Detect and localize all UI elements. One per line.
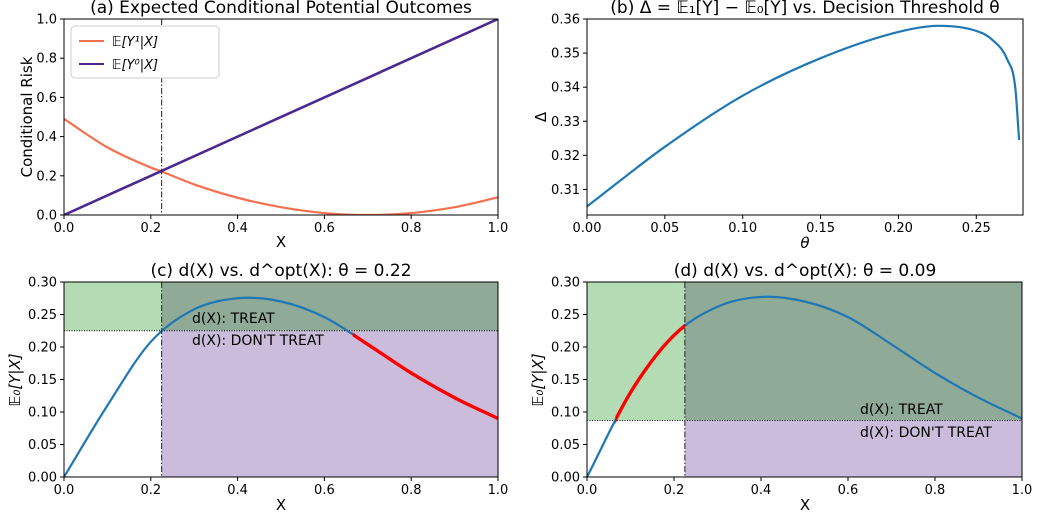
- region-treat-optimal: [587, 282, 685, 421]
- y-tick-label: 0.10: [551, 406, 580, 421]
- x-tick-label: 0.6: [838, 483, 859, 498]
- panel-c-annotation-dont-treat: d(X): DON'T TREAT: [192, 333, 324, 349]
- panel-b-xlabel: θ: [800, 234, 809, 252]
- y-tick-label: 0.32: [551, 149, 580, 164]
- x-tick-label: 0.20: [884, 221, 913, 236]
- panel-a-xlabel: X: [276, 233, 286, 251]
- y-tick-label: 0.6: [36, 91, 57, 106]
- y-tick-label: 0.30: [28, 276, 57, 291]
- y-tick-label: 0.10: [28, 406, 57, 421]
- y-tick-label: 0.05: [551, 438, 580, 453]
- panel-a: (a) Expected Conditional Potential Outco…: [18, 0, 508, 251]
- y-tick-label: 0.35: [551, 47, 580, 62]
- panel-c-ylabel: 𝔼₀[Y|X]: [6, 353, 24, 406]
- y-tick-label: 0.4: [36, 130, 57, 145]
- x-tick-label: 0.8: [401, 221, 422, 236]
- legend-label-y0: 𝔼[Y⁰|X]: [112, 58, 158, 73]
- y-tick-label: 0.31: [551, 183, 580, 198]
- x-tick-label: 0.6: [314, 221, 335, 236]
- region-dont-treat: [161, 330, 498, 477]
- y-tick-label: 0.20: [551, 341, 580, 356]
- panel-b-ylabel: Δ: [532, 111, 550, 122]
- panel-d-xlabel: X: [800, 496, 810, 514]
- panel-d-ylabel: 𝔼₀[Y|X]: [529, 353, 547, 406]
- x-tick-label: 0.6: [314, 483, 335, 498]
- y-tick-label: 0.33: [551, 115, 580, 130]
- x-tick-label: 0.05: [650, 221, 679, 236]
- x-tick-label: 0.10: [728, 221, 757, 236]
- region-dont-treat: [684, 420, 1022, 477]
- panel-a-ylabel: Conditional Risk: [18, 56, 36, 177]
- region-treat-shared: [161, 282, 498, 331]
- panel-d: (d) d(X) vs. d^opt(X): θ = 0.09 0.0 0.2 0.…: [529, 261, 1032, 514]
- x-tick-label: 0.0: [54, 221, 75, 236]
- y-tick-label: 0.15: [551, 373, 580, 388]
- y-tick-label: 0.8: [36, 52, 57, 67]
- region-treat-optimal: [64, 282, 162, 331]
- region-treat-shared: [684, 282, 1022, 421]
- x-tick-label: 0.2: [140, 483, 161, 498]
- x-tick-label: 0.25: [962, 221, 991, 236]
- series-line-2: [64, 19, 498, 215]
- legend-box: [70, 25, 220, 79]
- y-tick-label: 0.20: [28, 341, 57, 356]
- panel-a-title: (a) Expected Conditional Potential Outco…: [90, 0, 472, 18]
- y-tick-label: 0.00: [28, 471, 57, 486]
- panel-d-annotation-dont-treat: d(X): DON'T TREAT: [860, 425, 992, 441]
- highlight-segment: [352, 332, 498, 421]
- panel-d-annotation-treat: d(X): TREAT: [860, 402, 943, 418]
- x-tick-label: 0.8: [401, 483, 422, 498]
- x-tick-label: 0.4: [227, 221, 248, 236]
- x-tick-label: 0.2: [140, 221, 161, 236]
- panel-c-title: (c) d(X) vs. d^opt(X): θ = 0.22: [150, 261, 411, 281]
- series-line-1: [587, 24, 1021, 208]
- x-tick-label: 1.0: [1012, 483, 1033, 498]
- y-tick-label: 0.2: [36, 169, 57, 184]
- panel-d-title: (d) d(X) vs. d^opt(X): θ = 0.09: [674, 261, 937, 281]
- y-tick-label: 0.30: [551, 276, 580, 291]
- x-tick-label: 0.8: [925, 483, 946, 498]
- x-tick-label: 0.00: [573, 221, 602, 236]
- panel-b-title: (b) Δ = 𝔼₁[Y] − 𝔼₀[Y] vs. Decision Thres…: [610, 0, 999, 18]
- legend: 𝔼[Y¹|X] 𝔼[Y⁰|X]: [70, 25, 220, 79]
- y-tick-label: 0.34: [551, 81, 580, 96]
- axes-frame: [586, 18, 1024, 216]
- highlight-segment: [615, 323, 685, 424]
- panel-c-annotation-treat: d(X): TREAT: [192, 311, 275, 327]
- y-tick-label: 0.36: [551, 13, 580, 28]
- y-tick-label: 0.25: [551, 308, 580, 323]
- x-tick-label: 1.0: [488, 483, 509, 498]
- x-tick-label: 0.0: [54, 483, 75, 498]
- y-tick-label: 0.0: [36, 209, 57, 224]
- panel-b: (b) Δ = 𝔼₁[Y] − 𝔼₀[Y] vs. Decision Thres…: [532, 0, 1024, 252]
- panel-c: (c) d(X) vs. d^opt(X): θ = 0.22 0.0 0.2 0.…: [6, 261, 508, 514]
- x-tick-label: 0.4: [227, 483, 248, 498]
- y-tick-label: 0.00: [551, 471, 580, 486]
- y-tick-label: 0.25: [28, 308, 57, 323]
- x-tick-label: 0.15: [806, 221, 835, 236]
- axes-frame: [63, 18, 499, 216]
- x-tick-label: 1.0: [488, 221, 509, 236]
- panel-c-xlabel: X: [276, 496, 286, 514]
- y-tick-label: 1.0: [36, 13, 57, 28]
- y-tick-label: 0.05: [28, 438, 57, 453]
- y-tick-label: 0.15: [28, 373, 57, 388]
- x-tick-label: 0.2: [664, 483, 685, 498]
- series-line-1: [64, 118, 498, 215]
- x-tick-label: 0.0: [577, 483, 598, 498]
- x-tick-label: 0.4: [751, 483, 772, 498]
- legend-label-y1: 𝔼[Y¹|X]: [112, 35, 158, 50]
